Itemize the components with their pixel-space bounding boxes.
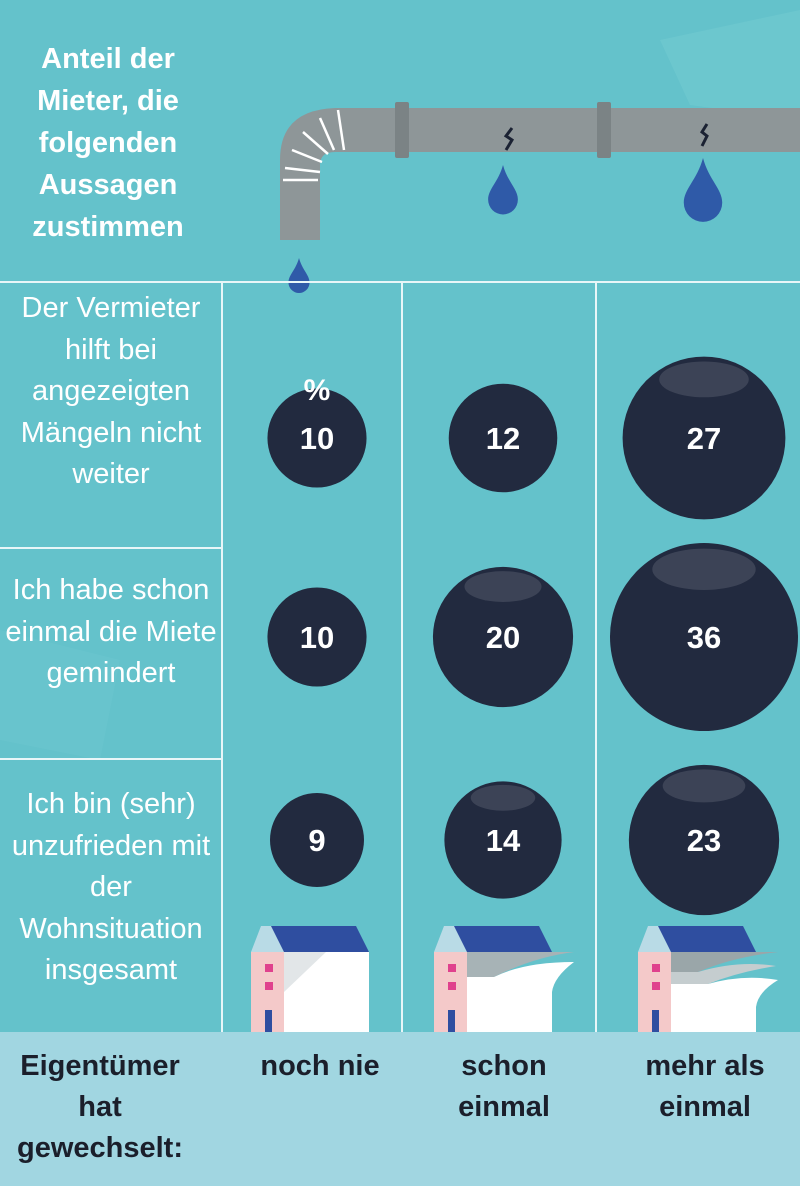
bubble-value-r2-c3: 36 [687,620,721,655]
house-2-window-2 [448,982,456,990]
bubble-r1-c1 [267,388,367,488]
bubble-value-r1-c1: 10 [300,421,334,456]
bubble-r1-c3 [622,356,786,520]
background-facet-top [660,10,800,120]
bubble-r1-c2 [448,383,558,493]
bubble-highlight-r2-c2 [464,571,542,602]
bubble-r2-c2 [432,566,574,708]
pipe-joint-2 [597,102,611,158]
house-3-window-2 [652,982,660,990]
pipe-stripe-6 [336,109,346,151]
row-label-2: Ich habe schon einmal die Miete geminder… [5,574,217,689]
house-2-roof [454,926,552,952]
house-1-roof [271,926,369,952]
pipe-stripe-3 [291,148,323,164]
water-drop-2 [488,165,518,215]
footer-col-label-1: noch nie [260,1050,380,1082]
house-3-window-1 [652,964,660,972]
house-2-door [448,1010,455,1032]
row-label-3: Ich bin (sehr) unzufrieden mit der Wohns… [11,788,211,986]
bubble-r3-c3 [628,764,780,916]
bubble-highlight-r2-c3 [652,548,756,590]
pipe-stripe-5 [318,117,336,151]
footer-row-label: Eigentümer hat gewechselt: [17,1050,183,1164]
bubble-highlight-r3-c3 [662,769,746,803]
pipe-stripe-4 [302,131,329,155]
bubble-value-r2-c2: 20 [486,620,520,655]
bubble-value-r3-c3: 23 [687,823,721,858]
chart-title: Anteil der Mieter, die folgenden Aussage… [32,43,184,243]
unit-label: % [304,374,331,407]
crack-2 [700,123,709,147]
pipe-stripe-2 [284,166,321,174]
house-3-door [652,1010,659,1032]
house-1-window-2 [265,982,273,990]
bubble-value-r3-c1: 9 [308,823,325,858]
house-1-door [265,1010,272,1032]
house-3-peel-1 [671,952,778,972]
pipe-horizontal [350,108,800,152]
pipe-elbow [280,108,350,165]
crack-1 [503,127,515,151]
grid-line-col-1 [221,281,223,1032]
footer-col-label-3: mehr als einmal [645,1050,765,1123]
row-label-1: Der Vermieter hilft bei angezeigten Mäng… [20,292,202,490]
bubble-value-r3-c2: 14 [486,823,521,858]
bubble-value-r2-c1: 10 [300,620,334,655]
house-2-peel [467,952,574,977]
house-1-shade [284,952,326,992]
background-facet-left [0,630,120,760]
house-3-front [671,977,778,1032]
footer-band: Eigentümer hat gewechselt: noch nie scho… [0,1032,800,1186]
grid-line-row-1 [0,547,222,549]
pipe-joint-1 [395,102,409,158]
pipe-vertical [280,160,320,240]
house-2-window-1 [448,964,456,972]
grid-line-row-2 [0,758,222,760]
house-2-front [467,962,574,1032]
bubble-r3-c1 [270,793,364,887]
house-1-window-1 [265,964,273,972]
grid-line-col-3 [595,281,597,1032]
water-drop-3 [683,158,723,222]
bubble-value-r1-c3: 27 [687,421,721,456]
bubble-highlight-r3-c2 [470,784,536,811]
bubble-value-r1-c2: 12 [486,421,520,456]
footer-col-label-2: schon einmal [458,1050,550,1123]
water-drop-1 [288,258,310,294]
bubble-r3-c2 [444,781,562,899]
bubble-r2-c3 [610,543,798,731]
grid-line-col-2 [401,281,403,1032]
bubble-r2-c1 [267,587,367,687]
bubble-highlight-r1-c3 [659,361,749,398]
house-3-roof [658,926,756,952]
house-3-peel-2 [671,964,776,984]
grid-line-top [0,281,800,283]
